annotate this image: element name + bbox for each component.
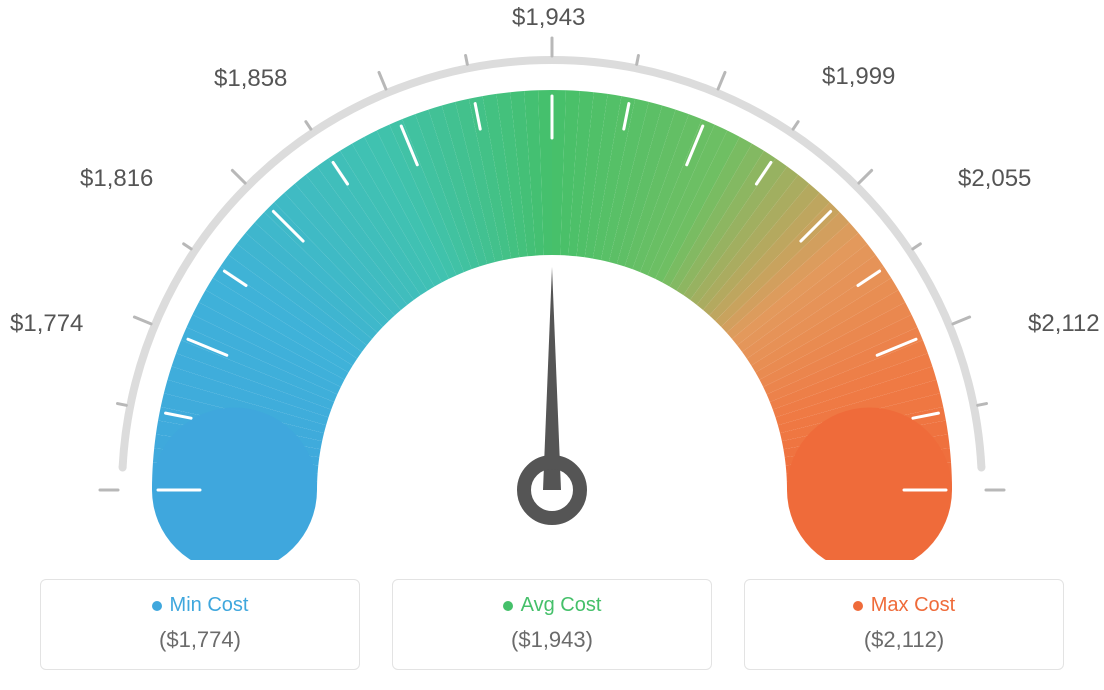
legend-title-min: Min Cost (152, 594, 249, 617)
gauge-tick-label: $1,999 (822, 63, 895, 91)
legend-title-max-text: Max Cost (871, 594, 955, 617)
gauge-tick-label: $1,858 (214, 65, 287, 93)
legend-card-max: Max Cost ($2,112) (744, 579, 1064, 670)
legend-value-min: ($1,774) (51, 627, 349, 653)
legend-card-min: Min Cost ($1,774) (40, 579, 360, 670)
legend-title-max: Max Cost (853, 594, 955, 617)
gauge-svg (42, 20, 1062, 560)
gauge-tick-label: $1,774 (10, 310, 83, 338)
legend-row: Min Cost ($1,774) Avg Cost ($1,943) Max … (0, 579, 1104, 670)
dot-icon (503, 601, 513, 611)
gauge-tick-label: $2,055 (958, 165, 1031, 193)
gauge-chart: $1,774 $1,816 $1,858 $1,943 $1,999 $2,055 $2,1… (0, 0, 1104, 560)
gauge-tick-label: $1,816 (80, 165, 153, 193)
legend-title-avg-text: Avg Cost (521, 594, 602, 617)
legend-title-avg: Avg Cost (503, 594, 602, 617)
gauge-tick-label: $2,112 (1028, 310, 1100, 338)
legend-title-min-text: Min Cost (170, 594, 249, 617)
legend-card-avg: Avg Cost ($1,943) (392, 579, 712, 670)
legend-value-avg: ($1,943) (403, 627, 701, 653)
legend-value-max: ($2,112) (755, 627, 1053, 653)
dot-icon (152, 601, 162, 611)
dot-icon (853, 601, 863, 611)
gauge-tick-label: $1,943 (512, 4, 585, 32)
